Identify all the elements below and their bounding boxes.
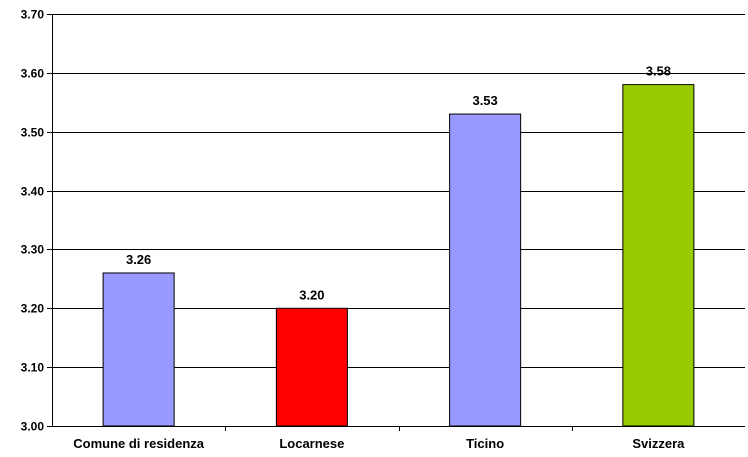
y-tick-label: 3.40 [21,185,45,199]
y-tick-label: 3.50 [21,126,45,140]
x-tick-label: Ticino [466,436,504,451]
x-tick-label: Locarnese [279,436,344,451]
x-axis: Comune di residenza Locarnese Ticino Svizze… [52,426,745,451]
bars [102,84,695,427]
data-labels: 3.26 3.20 3.53 3.58 [126,64,671,303]
y-tick-label: 3.70 [21,8,45,22]
data-label: 3.20 [299,287,324,302]
x-tick-label: Comune di residenza [73,436,205,451]
bar-svizzera [622,84,695,427]
y-axis: 3.00 3.10 3.20 3.30 3.40 3.50 3.60 3.70 [21,8,53,434]
bar-ticino [449,113,522,427]
data-label: 3.26 [126,252,151,267]
y-tick-label: 3.20 [21,302,45,316]
y-tick-label: 3.10 [21,361,45,375]
y-tick-label: 3.00 [21,420,45,434]
data-label: 3.58 [646,64,671,79]
data-label: 3.53 [472,93,497,108]
y-tick-label: 3.60 [21,67,45,81]
y-tick-label: 3.30 [21,243,45,257]
bar-comune-di-residenza [102,272,175,427]
x-tick-label: Svizzera [632,436,685,451]
bar-locarnese [275,307,348,427]
